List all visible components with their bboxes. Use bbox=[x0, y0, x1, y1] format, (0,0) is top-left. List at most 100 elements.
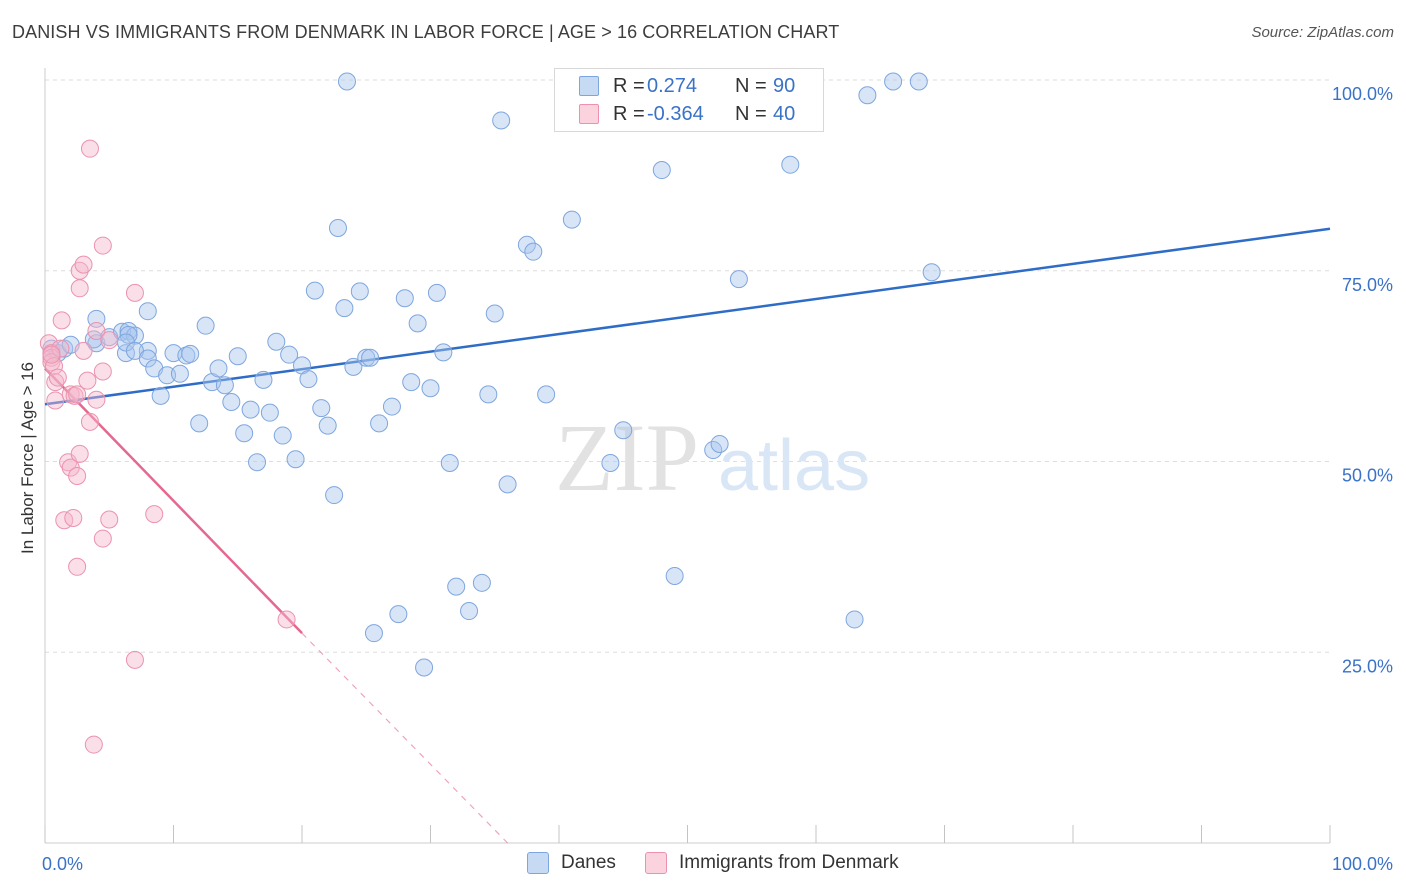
dane-point bbox=[395, 289, 414, 308]
dane-point bbox=[460, 602, 479, 621]
immigrant-point bbox=[74, 341, 93, 360]
immigrant-point bbox=[48, 368, 67, 387]
dane-point bbox=[335, 299, 354, 318]
dane-point bbox=[537, 385, 556, 404]
dane-point bbox=[158, 366, 177, 385]
dane-point bbox=[260, 403, 279, 422]
dane-point bbox=[241, 400, 260, 419]
dane-point bbox=[267, 332, 286, 351]
dane-point bbox=[421, 379, 440, 398]
series-swatch-immigrants bbox=[645, 852, 667, 874]
dane-point bbox=[87, 309, 106, 328]
dane-point bbox=[485, 304, 504, 323]
dane-point bbox=[235, 424, 254, 443]
y-tick-label: 100.0% bbox=[1332, 84, 1393, 104]
source-credit: Source: ZipAtlas.com bbox=[1251, 24, 1394, 41]
data-points bbox=[39, 72, 941, 754]
series-label-danes: Danes bbox=[561, 852, 616, 873]
dane-point bbox=[228, 347, 247, 366]
dane-point bbox=[858, 86, 877, 105]
dane-point bbox=[181, 344, 200, 363]
dane-point bbox=[125, 326, 144, 345]
dane-point bbox=[119, 322, 138, 341]
watermark-zip: ZIP bbox=[555, 404, 699, 511]
series-legend-danes[interactable]: Danes bbox=[527, 852, 616, 874]
dane-point bbox=[909, 72, 928, 91]
dane-point bbox=[318, 416, 337, 435]
trend-lines bbox=[44, 227, 1331, 844]
dane-point bbox=[665, 566, 684, 585]
dane-point bbox=[710, 434, 729, 453]
legend-n-label: N = bbox=[735, 102, 767, 125]
dane-point bbox=[427, 283, 446, 302]
dane-point bbox=[299, 370, 318, 389]
immigrant-point bbox=[70, 279, 89, 298]
dane-point bbox=[190, 414, 209, 433]
immigrants-trend-extension bbox=[301, 632, 509, 844]
immigrant-point bbox=[100, 331, 119, 350]
dane-point bbox=[447, 577, 466, 596]
dane-point bbox=[884, 72, 903, 91]
immigrant-point bbox=[80, 412, 99, 431]
immigrant-point bbox=[68, 385, 87, 404]
legend-r-value: 0.274 bbox=[647, 74, 698, 97]
x-tick-label: 0.0% bbox=[42, 854, 83, 874]
immigrant-point bbox=[93, 362, 112, 381]
dane-point bbox=[325, 486, 344, 505]
immigrant-point bbox=[93, 529, 112, 548]
dane-point bbox=[254, 370, 273, 389]
legend-swatch-immigrants bbox=[579, 104, 599, 124]
y-tick-label: 50.0% bbox=[1342, 466, 1393, 486]
immigrant-point bbox=[68, 466, 87, 485]
dane-point bbox=[479, 385, 498, 404]
immigrant-point bbox=[80, 139, 99, 158]
dane-point bbox=[781, 155, 800, 174]
dane-point bbox=[361, 348, 380, 367]
immigrant-point bbox=[93, 236, 112, 255]
immigrant-point bbox=[87, 322, 106, 341]
dane-point bbox=[408, 314, 427, 333]
dane-point bbox=[248, 453, 267, 472]
immigrants-trend-line bbox=[44, 367, 303, 635]
immigrant-point bbox=[74, 255, 93, 274]
danes-trend-line bbox=[44, 227, 1331, 406]
legend-swatch-danes bbox=[579, 76, 599, 96]
dane-point bbox=[382, 397, 401, 416]
dane-point bbox=[273, 426, 292, 445]
dane-point bbox=[922, 263, 941, 282]
dane-point bbox=[286, 450, 305, 469]
dane-point bbox=[524, 242, 543, 261]
legend-r-label: R = bbox=[613, 74, 645, 97]
series-label-immigrants: Immigrants from Denmark bbox=[679, 852, 899, 873]
immigrant-point bbox=[145, 505, 164, 524]
dane-point bbox=[138, 349, 157, 368]
watermark-atlas: atlas bbox=[718, 426, 870, 506]
dane-point bbox=[492, 111, 511, 130]
dane-point bbox=[328, 219, 347, 238]
dane-point bbox=[280, 345, 299, 364]
dane-point bbox=[209, 359, 228, 378]
series-legend-immigrants[interactable]: Immigrants from Denmark bbox=[645, 852, 899, 874]
dane-point bbox=[305, 281, 324, 300]
dane-point bbox=[652, 161, 671, 180]
dane-point bbox=[614, 421, 633, 440]
legend-n-value: 40 bbox=[773, 102, 796, 125]
dane-point bbox=[138, 302, 157, 321]
immigrant-point bbox=[46, 391, 65, 410]
dane-point bbox=[498, 475, 517, 494]
immigrant-point bbox=[125, 283, 144, 302]
dane-point bbox=[440, 454, 459, 473]
immigrant-point bbox=[100, 510, 119, 529]
dane-point bbox=[196, 316, 215, 335]
immigrant-point bbox=[52, 311, 71, 330]
dane-point bbox=[350, 282, 369, 301]
dane-point bbox=[215, 376, 234, 395]
y-tick-label: 25.0% bbox=[1342, 656, 1393, 676]
legend-n-value: 90 bbox=[773, 74, 796, 97]
dane-point bbox=[151, 386, 170, 405]
dane-point bbox=[389, 605, 408, 624]
chart-title: DANISH VS IMMIGRANTS FROM DENMARK IN LAB… bbox=[12, 22, 840, 42]
legend-r-label: R = bbox=[613, 102, 645, 125]
legend-row-immigrants: R = -0.364 N = 40 bbox=[579, 101, 795, 127]
